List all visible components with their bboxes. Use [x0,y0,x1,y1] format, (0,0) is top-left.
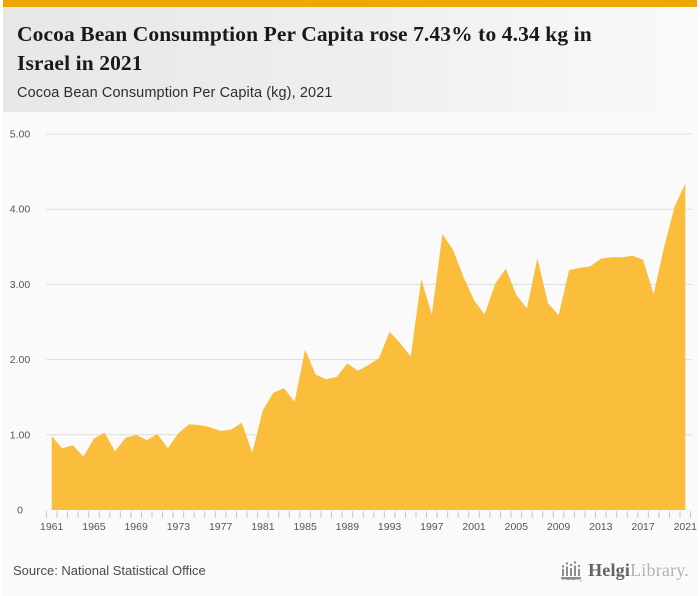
y-axis-labels: 0 1.00 2.00 3.00 4.00 5.00 [10,129,31,517]
chart-subtitle: Cocoa Bean Consumption Per Capita (kg), … [17,85,333,102]
x-tick-label: 2021 [674,521,697,533]
cocoa-consumption-area-series[interactable] [51,183,686,510]
x-axis-tick-marks [45,511,692,518]
y-tick-label: 3.00 [10,279,31,291]
top-accent-bar [3,0,697,7]
x-tick-label: 1993 [378,521,402,533]
source-text: Source: National Statistical Office [13,563,206,578]
chart-title: Cocoa Bean Consumption Per Capita rose 7… [17,22,592,76]
y-tick-label: 2.00 [10,354,31,366]
x-tick-label: 2017 [631,521,655,533]
x-tick-label: 1973 [167,521,191,533]
x-tick-label: 2005 [505,521,529,533]
chart-footer: Source: National Statistical Office [3,545,697,596]
helgi-library-logo[interactable]: HelgiLibrary. [559,560,689,582]
y-tick-label: 5.00 [10,129,31,141]
y-tick-label: 0 [17,505,23,517]
logo-text-helgi: Helgi [588,560,631,580]
x-tick-label: 1985 [293,521,317,533]
x-tick-label: 1989 [336,521,360,533]
x-tick-label: 2009 [547,521,571,533]
y-tick-label: 1.00 [10,429,31,441]
chart-header: Cocoa Bean Consumption Per Capita rose 7… [3,7,697,112]
x-tick-label: 1977 [209,521,233,533]
area-chart: 0 1.00 2.00 3.00 4.00 5.00 1961 1965 1969 1973 197… [10,129,697,534]
helgi-logo-icon [561,560,582,582]
logo-text-library: Library. [630,560,689,580]
x-tick-label: 2001 [462,521,486,533]
x-tick-label: 1961 [40,521,64,533]
logo-text: HelgiLibrary. [588,560,689,581]
x-tick-label: 2013 [589,521,613,533]
x-tick-label: 1965 [82,521,106,533]
chart-area-container: 0 1.00 2.00 3.00 4.00 5.00 1961 1965 1969 1973 197… [3,112,697,545]
x-tick-label: 1969 [124,521,148,533]
x-tick-label: 1997 [420,521,444,533]
x-tick-label: 1981 [251,521,275,533]
y-tick-label: 4.00 [10,204,31,216]
x-axis-labels: 1961 1965 1969 1973 1977 1981 1985 1989 1993 1997… [40,521,697,533]
